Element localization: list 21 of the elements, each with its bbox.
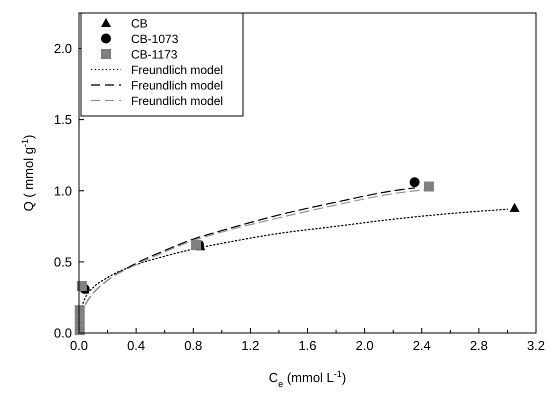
x-axis-title: C$_{e}$ (mmol L$^{-1}$) bbox=[268, 369, 346, 389]
x-tick-label: 3.2 bbox=[526, 338, 546, 353]
y-tick-label: 0.0 bbox=[54, 326, 72, 340]
x-tick-label: 2.0 bbox=[356, 338, 374, 353]
x-tick-label: 2.4 bbox=[412, 338, 431, 353]
legend-label: CB-1173 bbox=[131, 48, 178, 62]
legend-label: Freundlich model bbox=[131, 78, 224, 92]
x-tick-label: 1.2 bbox=[241, 338, 260, 353]
x-tick-label: 2.8 bbox=[470, 338, 488, 353]
legend-label: CB bbox=[131, 16, 148, 30]
legend-label: CB-1073 bbox=[131, 32, 179, 46]
x-tick-label: 1.6 bbox=[298, 338, 317, 353]
legend-label: Freundlich model bbox=[131, 63, 224, 77]
y-tick-label: 2.0 bbox=[54, 41, 72, 56]
x-tick-label: 0.0 bbox=[70, 338, 88, 353]
legend-label: Freundlich model bbox=[131, 94, 224, 108]
y-tick-label: 1.0 bbox=[54, 183, 72, 198]
y-tick-label: 1.5 bbox=[54, 112, 72, 128]
x-tick-label: 0.4 bbox=[127, 338, 146, 353]
x-tick-label: 0.8 bbox=[184, 338, 202, 353]
y-tick-label: 0.5 bbox=[54, 254, 72, 270]
